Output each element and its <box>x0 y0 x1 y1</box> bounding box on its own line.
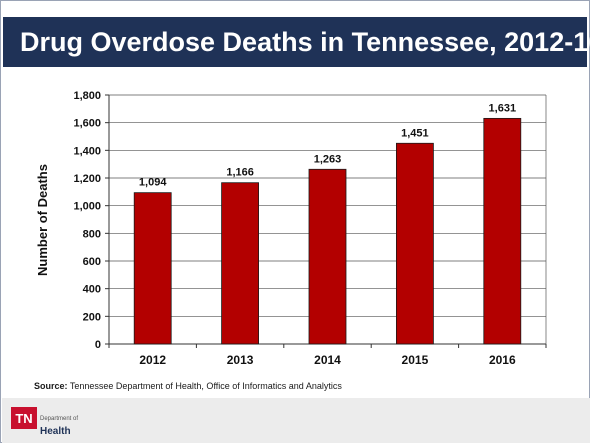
bar-2014 <box>308 168 347 345</box>
y-axis-label: Number of Deaths <box>35 164 50 276</box>
bar-chart: 0 200 400 600 800 1,000 1,200 1,400 1,600 1,800 1,… <box>35 90 547 367</box>
data-label-2015: 1,451 <box>401 127 429 139</box>
x-tick-label-2015: 2015 <box>402 353 429 367</box>
bar-2015 <box>395 142 434 345</box>
y-tick-label: 600 <box>83 256 101 268</box>
data-label-2013: 1,166 <box>226 167 254 179</box>
x-tick-label-2012: 2012 <box>139 353 166 367</box>
bar-2013 <box>221 182 260 345</box>
data-label-2016: 1,631 <box>489 102 517 114</box>
x-tick-label-2014: 2014 <box>314 353 341 367</box>
y-tick-label: 1,200 <box>73 173 101 185</box>
data-label-2014: 1,263 <box>314 153 342 165</box>
data-label-2012: 1,094 <box>139 177 167 189</box>
source-text: Tennessee Department of Health, Office o… <box>69 381 342 391</box>
logo-department: Department of <box>40 416 79 422</box>
footer: TN Department of Health <box>2 398 590 443</box>
y-tick-label: 1,400 <box>73 145 101 157</box>
bar-2016 <box>483 117 522 345</box>
source-label: Source: <box>34 381 68 391</box>
x-tick-label-2016: 2016 <box>489 353 516 367</box>
bar-2012 <box>133 192 172 345</box>
logo-mark: TN <box>15 410 33 426</box>
y-tick-label: 0 <box>95 339 101 351</box>
y-tick-label: 800 <box>83 228 101 240</box>
source-note: Source: Tennessee Department of Health, … <box>34 381 342 391</box>
chart-title: Drug Overdose Deaths in Tennessee, 2012-… <box>20 26 590 57</box>
tn-logo: TN <box>11 407 37 429</box>
y-tick-label: 1,000 <box>73 201 101 213</box>
x-tick-label-2013: 2013 <box>227 353 254 367</box>
y-tick-label: 1,800 <box>73 90 101 102</box>
title-bar: Drug Overdose Deaths in Tennessee, 2012-… <box>3 17 590 67</box>
logo-health: Health <box>40 426 71 437</box>
y-tick-label: 200 <box>83 311 101 323</box>
y-tick-label: 1,600 <box>73 118 101 130</box>
y-tick-label: 400 <box>83 284 101 296</box>
